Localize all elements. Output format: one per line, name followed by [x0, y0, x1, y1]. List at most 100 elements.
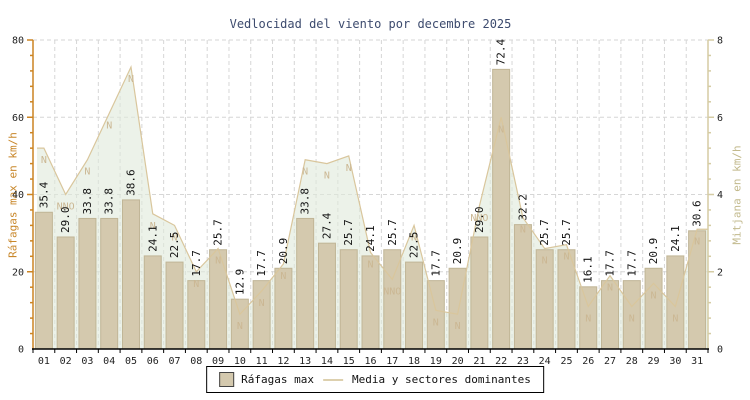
bar-value-label: 20.9: [647, 238, 660, 265]
direction-label: N: [367, 259, 373, 270]
legend-mean-label: Media y sectores dominantes: [352, 373, 531, 386]
left-tick-label: 60: [12, 113, 24, 124]
bar-value-label: 20.9: [277, 238, 290, 265]
bar-value-label: 17.7: [604, 250, 617, 277]
x-tick-label: 09: [212, 356, 224, 367]
bar-29: [644, 267, 663, 350]
bar-05: [121, 199, 140, 350]
x-tick-label: 18: [408, 356, 420, 367]
left-tick-label: 80: [12, 36, 24, 47]
bar-value-label: 20.9: [451, 238, 464, 265]
direction-label: NNO: [57, 202, 75, 213]
legend-bar-swatch: [219, 372, 235, 387]
bar-value-label: 22.5: [408, 232, 421, 259]
direction-label: N: [411, 232, 417, 243]
bar-04: [100, 217, 119, 350]
bar-30: [666, 255, 685, 350]
left-tick-label: 20: [12, 267, 24, 278]
direction-label: N: [237, 321, 243, 332]
bar-value-label: 25.7: [386, 219, 399, 246]
right-tick-label: 0: [717, 345, 723, 356]
bar-02: [56, 236, 75, 350]
bar-value-label: 12.9: [233, 269, 246, 296]
direction-label: N: [193, 279, 199, 290]
legend-gusts-label: Ráfagas max: [241, 373, 315, 386]
x-tick-label: 25: [560, 356, 572, 367]
direction-label: N: [563, 252, 569, 263]
bar-value-label: 33.8: [81, 188, 94, 215]
x-tick-label: 22: [495, 356, 507, 367]
bar-value-label: 17.7: [625, 250, 638, 277]
x-tick-label: 12: [277, 356, 289, 367]
x-tick-label: 17: [386, 356, 398, 367]
right-tick-label: 6: [717, 113, 723, 124]
direction-label: N: [542, 256, 548, 267]
bar-value-label: 25.7: [538, 219, 551, 246]
bar-value-label: 29.0: [473, 206, 486, 233]
x-tick-label: 06: [147, 356, 159, 367]
direction-label: NNO: [470, 213, 488, 224]
bar-value-label: 38.6: [124, 169, 137, 196]
bar-value-label: 24.1: [669, 225, 682, 252]
x-tick-label: 30: [669, 356, 681, 367]
bar-07: [165, 261, 184, 350]
bar-value-label: 27.4: [320, 212, 333, 239]
x-tick-label: 23: [517, 356, 529, 367]
bar-21: [470, 236, 489, 350]
x-tick-label: 20: [452, 356, 464, 367]
legend-line-swatch: [323, 378, 344, 381]
right-tick-label: 2: [717, 267, 723, 278]
bar-06: [143, 255, 162, 350]
bar-value-label: 25.7: [212, 219, 225, 246]
bar-01: [34, 211, 53, 350]
legend: Ráfagas max Media y sectores dominantes: [206, 366, 544, 393]
x-tick-label: 11: [256, 356, 268, 367]
direction-label: N: [106, 120, 112, 131]
x-tick-label: 05: [125, 356, 137, 367]
x-tick-label: 19: [430, 356, 442, 367]
bar-value-label: 25.7: [560, 219, 573, 246]
direction-label: N: [629, 314, 635, 325]
x-tick-label: 21: [473, 356, 485, 367]
bar-22: [492, 68, 511, 350]
direction-label: N: [694, 236, 700, 247]
x-tick-label: 02: [60, 356, 72, 367]
direction-label: N: [280, 271, 286, 282]
direction-label: N: [520, 225, 526, 236]
direction-label: N: [84, 167, 90, 178]
bar-value-label: 30.6: [691, 200, 704, 227]
x-tick-label: 29: [648, 356, 660, 367]
x-tick-label: 01: [38, 356, 50, 367]
x-tick-label: 03: [81, 356, 93, 367]
bar-value-label: 24.1: [364, 225, 377, 252]
direction-label: N: [302, 167, 308, 178]
direction-label: N: [150, 221, 156, 232]
bar-value-label: 17.7: [255, 250, 268, 277]
bar-value-label: 22.5: [168, 232, 181, 259]
x-tick-label: 04: [103, 356, 115, 367]
bar-value-label: 17.7: [190, 250, 203, 277]
left-tick-label: 40: [12, 190, 24, 201]
direction-label: N: [651, 290, 657, 301]
bar-03: [78, 217, 97, 350]
bar-15: [339, 249, 358, 350]
x-tick-label: 16: [364, 356, 376, 367]
bar-08: [187, 280, 206, 350]
direction-label: N: [607, 283, 613, 294]
x-tick-label: 31: [691, 356, 703, 367]
direction-label: N: [172, 232, 178, 243]
bar-23: [513, 224, 532, 350]
x-tick-label: 10: [234, 356, 246, 367]
x-tick-label: 13: [299, 356, 311, 367]
left-tick-label: 0: [18, 345, 24, 356]
bar-value-label: 29.0: [59, 206, 72, 233]
x-tick-label: 28: [626, 356, 638, 367]
bar-25: [557, 249, 576, 350]
x-tick-label: 15: [343, 356, 355, 367]
direction-label: N: [324, 171, 330, 182]
bar-20: [448, 267, 467, 350]
bar-value-label: 24.1: [146, 225, 159, 252]
mean-line: [37, 64, 708, 316]
